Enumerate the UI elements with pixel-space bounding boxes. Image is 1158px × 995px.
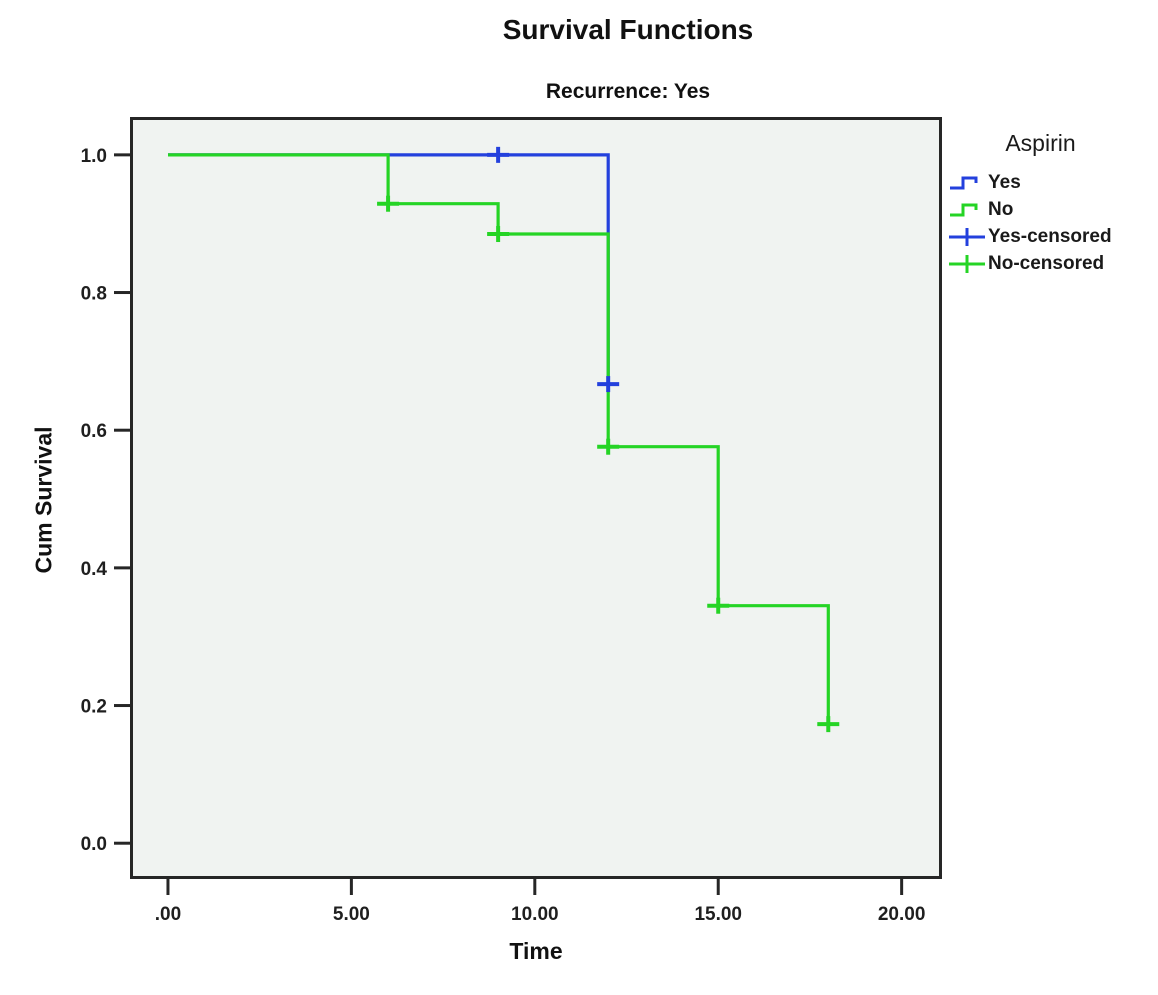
censored-plus-symbol-yes	[949, 227, 985, 246]
legend-label-yes: Yes	[988, 171, 1021, 193]
step-glyph	[950, 176, 978, 189]
plot-area	[130, 117, 942, 879]
x-tick-label: .00	[155, 904, 181, 925]
y-axis-label: Cum Survival	[30, 426, 57, 574]
x-axis-label: Time	[509, 938, 563, 964]
legend: Aspirin Yes No Yes-censored No-censored	[948, 130, 1154, 277]
chart-title: Survival Functions	[502, 14, 754, 45]
legend-title: Aspirin	[1005, 130, 1076, 156]
plus-glyph	[949, 227, 985, 246]
y-tick-label: 0.4	[81, 559, 108, 580]
y-tick-label: 0.0	[81, 834, 107, 855]
y-tick-label: 1.0	[81, 146, 107, 167]
x-tick-label: 5.00	[333, 904, 370, 925]
step-line-symbol-yes	[950, 176, 978, 189]
y-tick-label: 0.2	[81, 697, 107, 718]
step-glyph	[950, 203, 978, 216]
survival-curves-svg: .00 5.00 10.00 15.00 20.00 0.0 0.2 0.4 0.6 0.8 1.0	[81, 146, 926, 925]
step-line-symbol-no	[950, 203, 978, 216]
y-tick-label: 0.6	[81, 421, 107, 442]
plus-glyph	[949, 254, 985, 273]
legend-label-yes-censored: Yes-censored	[988, 225, 1112, 247]
legend-item-yes: Yes	[948, 169, 1154, 196]
y-tick-label: 0.8	[81, 284, 107, 305]
chart-subtitle: Recurrence: Yes	[545, 80, 711, 103]
legend-item-no-censored: No-censored	[948, 250, 1154, 277]
x-tick-label: 20.00	[878, 904, 926, 925]
legend-label-no: No	[988, 198, 1014, 220]
legend-item-no: No	[948, 196, 1154, 223]
legend-item-yes-censored: Yes-censored	[948, 223, 1154, 250]
legend-label-no-censored: No-censored	[988, 252, 1105, 274]
x-tick-label: 10.00	[511, 904, 559, 925]
series-line-no	[168, 153, 830, 725]
censored-plus-symbol-no	[949, 254, 985, 273]
x-tick-label: 15.00	[694, 904, 742, 925]
